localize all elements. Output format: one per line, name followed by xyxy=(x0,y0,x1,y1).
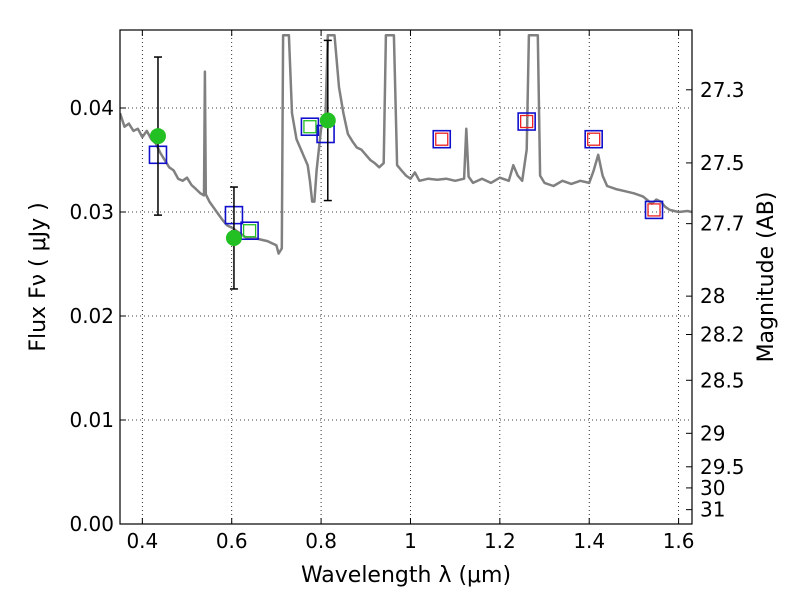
right-tick-label: 27.3 xyxy=(700,78,745,102)
right-tick-label: 27.7 xyxy=(700,212,745,236)
right-tick-label: 28.2 xyxy=(700,323,745,347)
y-tick-label: 0.02 xyxy=(69,304,114,328)
spectrum-line xyxy=(120,35,692,253)
y-axis-label: Flux Fν ( μJy ) xyxy=(26,202,51,351)
model-square-red xyxy=(648,204,660,216)
y-tick-label: 0.01 xyxy=(69,408,114,432)
y-tick-label: 0.00 xyxy=(69,512,114,536)
right-tick-label: 28.5 xyxy=(700,368,745,392)
x-tick-label: 1.6 xyxy=(663,529,695,553)
right-axis-label: Magnitude (AB) xyxy=(754,192,779,363)
observed-point xyxy=(150,129,165,144)
data-layer xyxy=(120,35,692,253)
x-tick-label: 0.6 xyxy=(216,529,248,553)
x-tick-label: 0.4 xyxy=(126,529,158,553)
right-tick-label: 29 xyxy=(700,421,725,445)
right-tick-label: 27.5 xyxy=(700,151,745,175)
model-square-green xyxy=(244,225,256,237)
x-tick-label: 0.8 xyxy=(305,529,337,553)
x-tick-label: 1.2 xyxy=(484,529,516,553)
axis-layer: 0.4 0.6 0.8 1 1.2 1.4 1.6 0.00 0.01 0.02 0.03 0.04 2… xyxy=(69,30,744,553)
sed-chart: 0.4 0.6 0.8 1 1.2 1.4 1.6 0.00 0.01 0.02 0.03 0.04 2… xyxy=(0,0,800,600)
x-tick-label: 1.4 xyxy=(573,529,605,553)
chart-container: 0.4 0.6 0.8 1 1.2 1.4 1.6 0.00 0.01 0.02 0.03 0.04 2… xyxy=(0,0,800,600)
model-square-red xyxy=(436,133,448,145)
observed-point xyxy=(226,231,241,246)
x-axis-label: Wavelength λ (μm) xyxy=(301,563,511,588)
y-tick-label: 0.04 xyxy=(69,96,114,120)
right-tick-label: 30 xyxy=(700,476,725,500)
model-square-green xyxy=(304,121,316,133)
right-tick-label: 31 xyxy=(700,498,725,522)
x-tick-label: 1 xyxy=(404,529,417,553)
observed-point xyxy=(320,113,335,128)
y-tick-label: 0.03 xyxy=(69,200,114,224)
right-tick-label: 28 xyxy=(700,284,725,308)
